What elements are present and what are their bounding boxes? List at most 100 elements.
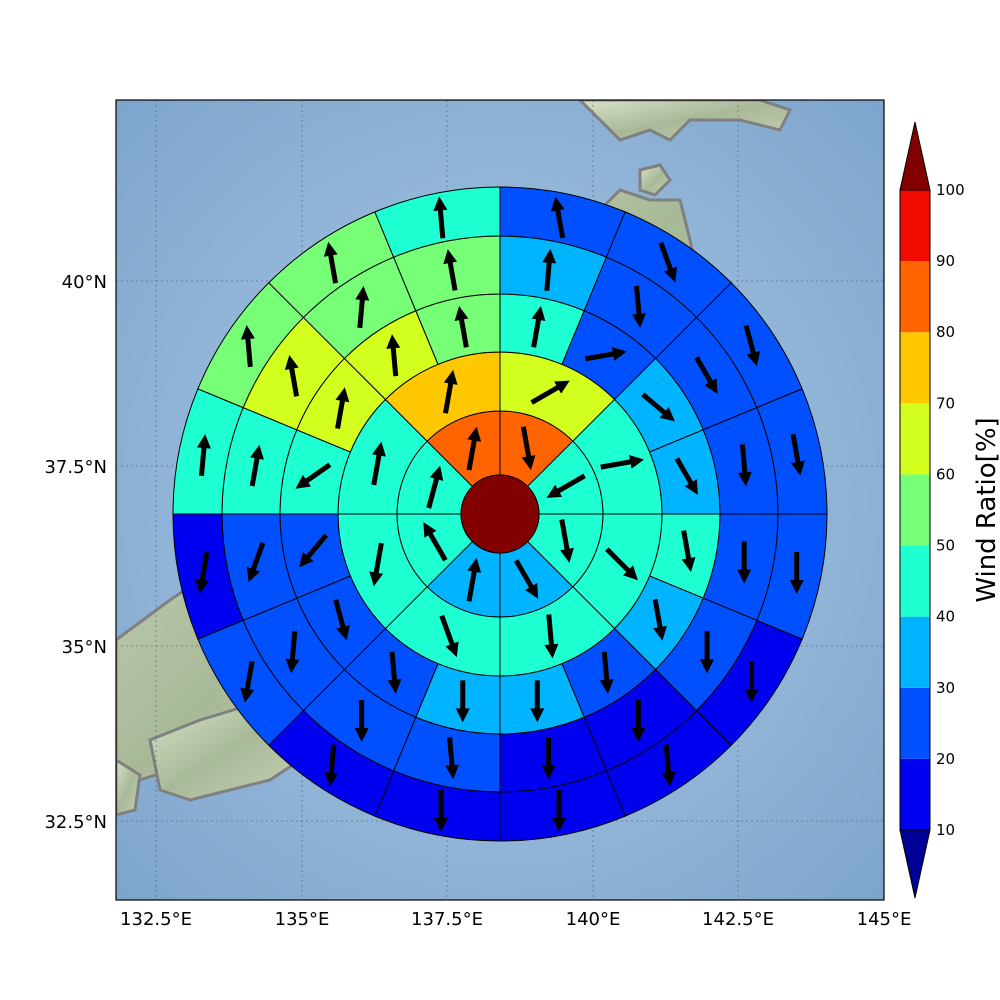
colorbar-frame (899, 189, 931, 831)
wind-arrow-shaft (559, 519, 571, 556)
colorbar-segment (900, 758, 930, 830)
wind-arrow-head (700, 659, 715, 674)
wind-arrow-head (386, 334, 401, 349)
wind-arrow-head (246, 566, 260, 583)
wind-arrow-head (335, 387, 350, 403)
colorbar-segment (900, 687, 930, 759)
center-cell (460, 474, 540, 554)
wind-arrow-shaft (466, 565, 478, 602)
colorbar-segment (900, 190, 930, 262)
wind-arrow-head (433, 196, 448, 211)
lon-tick-label: 142.5°E (702, 909, 774, 930)
colorbar-segment (900, 332, 930, 404)
wind-arrow-shaft (546, 614, 555, 651)
wind-arrow-head (789, 580, 804, 595)
colorbar-tick-label: 40 (936, 608, 955, 626)
wind-arrow-head (546, 484, 563, 498)
wind-arrow-head (250, 444, 264, 460)
wind-arrow-head (663, 266, 678, 283)
wind-arrow-head (195, 578, 209, 594)
wind-arrow-head (611, 347, 627, 361)
wind-arrow-head (631, 313, 646, 328)
wind-arrow-head (681, 556, 696, 572)
wind-arrow-head (599, 679, 614, 694)
colorbar-tick-label: 90 (936, 252, 955, 270)
wind-arrow-head (560, 547, 574, 563)
wind-arrow-head (443, 369, 458, 385)
colorbar-tick-label: 10 (936, 821, 955, 839)
wind-arrow-head (531, 305, 546, 321)
wind-arrow-head (372, 441, 386, 457)
wind-arrow-head (454, 305, 469, 321)
lat-tick-labels: 40°N 37.5°N 35°N 32.5°N (44, 272, 107, 833)
land-kyushu (116, 758, 142, 817)
wind-arrow-head (746, 350, 761, 367)
wind-arrow-head (684, 479, 698, 495)
lon-tick-labels: 132.5°E 135°E 137.5°E 140°E 142.5°E 145°… (120, 909, 911, 930)
lat-tick-label: 32.5°N (44, 812, 107, 833)
wind-arrow-head (661, 771, 676, 787)
wind-arrow-shaft (372, 542, 384, 579)
wind-arrow-head (240, 687, 255, 703)
wind-arrow-head (455, 708, 470, 723)
colorbar-tick-label: 80 (936, 323, 955, 341)
wind-arrow-head (240, 325, 255, 340)
wind-arrow-head (467, 426, 482, 442)
colorbar-tick-label: 60 (936, 465, 955, 483)
wind-arrow-head (285, 658, 300, 674)
land-hokkaido (577, 100, 793, 142)
wind-arrow-head (355, 286, 370, 301)
wind-arrow-head (445, 641, 459, 658)
wind-arrow-head (653, 625, 667, 641)
wind-arrow-shaft (552, 473, 586, 496)
wind-arrow-head (554, 380, 570, 394)
wind-arrow-head (552, 817, 567, 832)
wind-arrow-head (336, 625, 350, 641)
wind-arrow-head (737, 569, 752, 584)
colorbar-tick-label: 70 (936, 394, 955, 412)
wind-arrow-head (550, 196, 565, 212)
wind-arrow-head (295, 475, 311, 489)
wind-arrow-head (623, 565, 638, 581)
colorbar-segment (900, 545, 930, 617)
wind-arrow-head (423, 522, 437, 538)
wind-arrow-head (443, 249, 458, 265)
colorbar-tick-label: 50 (936, 537, 955, 555)
wind-arrow-head (369, 571, 384, 587)
wind-arrows (195, 196, 805, 832)
wind-arrow-head (542, 248, 557, 264)
colorbar-tick-label: 20 (936, 750, 955, 768)
map-frame (115, 99, 885, 901)
wind-arrow-head (530, 708, 545, 723)
wind-arrow-shaft (530, 382, 565, 405)
lon-tick-label: 137.5°E (411, 909, 483, 930)
colorbar-tick-label: 100 (936, 181, 965, 199)
lon-tick-label: 135°E (275, 909, 330, 930)
lat-tick-label: 35°N (62, 637, 107, 658)
wind-arrow-head (323, 241, 338, 257)
wind-arrow-head (196, 434, 211, 449)
lon-tick-label: 132.5°E (120, 909, 192, 930)
wind-arrow-head (737, 471, 752, 487)
colorbar-segment (900, 261, 930, 333)
wind-arrow-head (525, 583, 539, 599)
colorbar-extend-high (899, 121, 931, 191)
colorbar-segment (900, 403, 930, 475)
colorbar-extend-low (899, 829, 931, 899)
wind-arrow-head (467, 557, 482, 573)
colorbar-segment (900, 616, 930, 688)
wind-arrow-head (284, 354, 299, 370)
wind-arrow-head (541, 765, 556, 780)
colorbar: 10 20 30 40 50 60 70 80 90 100 (899, 121, 965, 899)
wind-arrow-head (445, 764, 460, 780)
colorbar-tick-label: 30 (936, 679, 955, 697)
wind-arrow-head (629, 455, 645, 469)
lat-tick-label: 40°N (62, 272, 107, 293)
wind-arrow-head (544, 643, 559, 659)
wind-arrow-head (324, 771, 339, 787)
wind-arrow-head (631, 728, 646, 743)
wind-arrow-shaft (600, 458, 637, 470)
wind-arrow-head (521, 455, 536, 471)
wind-arrow-head (744, 689, 759, 704)
